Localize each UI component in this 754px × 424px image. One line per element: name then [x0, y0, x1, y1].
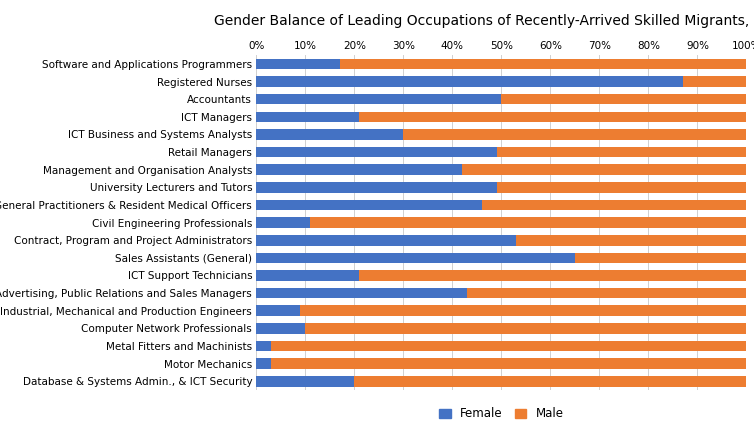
Bar	[467, 288, 746, 298]
Bar	[256, 129, 403, 140]
Legend: Female, Male: Female, Male	[434, 403, 569, 424]
Bar	[339, 59, 746, 69]
Bar	[305, 323, 746, 334]
Title: Gender Balance of Leading Occupations of Recently-Arrived Skilled Migrants, 2016: Gender Balance of Leading Occupations of…	[214, 14, 754, 28]
Bar	[256, 147, 496, 157]
Bar	[256, 76, 683, 87]
Bar	[256, 376, 354, 387]
Bar	[256, 218, 311, 228]
Bar	[256, 270, 360, 281]
Bar	[256, 253, 575, 263]
Bar	[575, 253, 746, 263]
Bar	[360, 270, 746, 281]
Bar	[300, 305, 746, 316]
Bar	[256, 200, 482, 210]
Bar	[271, 358, 746, 369]
Bar	[256, 323, 305, 334]
Bar	[683, 76, 746, 87]
Bar	[501, 94, 746, 104]
Bar	[311, 218, 746, 228]
Bar	[256, 182, 496, 192]
Bar	[354, 376, 746, 387]
Bar	[360, 112, 746, 122]
Bar	[256, 341, 271, 351]
Bar	[496, 147, 746, 157]
Bar	[516, 235, 746, 245]
Bar	[482, 200, 746, 210]
Bar	[403, 129, 746, 140]
Bar	[256, 358, 271, 369]
Bar	[256, 235, 516, 245]
Bar	[256, 112, 360, 122]
Bar	[496, 182, 746, 192]
Bar	[256, 288, 467, 298]
Bar	[256, 59, 339, 69]
Bar	[256, 94, 501, 104]
Bar	[256, 305, 300, 316]
Bar	[462, 165, 746, 175]
Bar	[271, 341, 746, 351]
Bar	[256, 165, 462, 175]
